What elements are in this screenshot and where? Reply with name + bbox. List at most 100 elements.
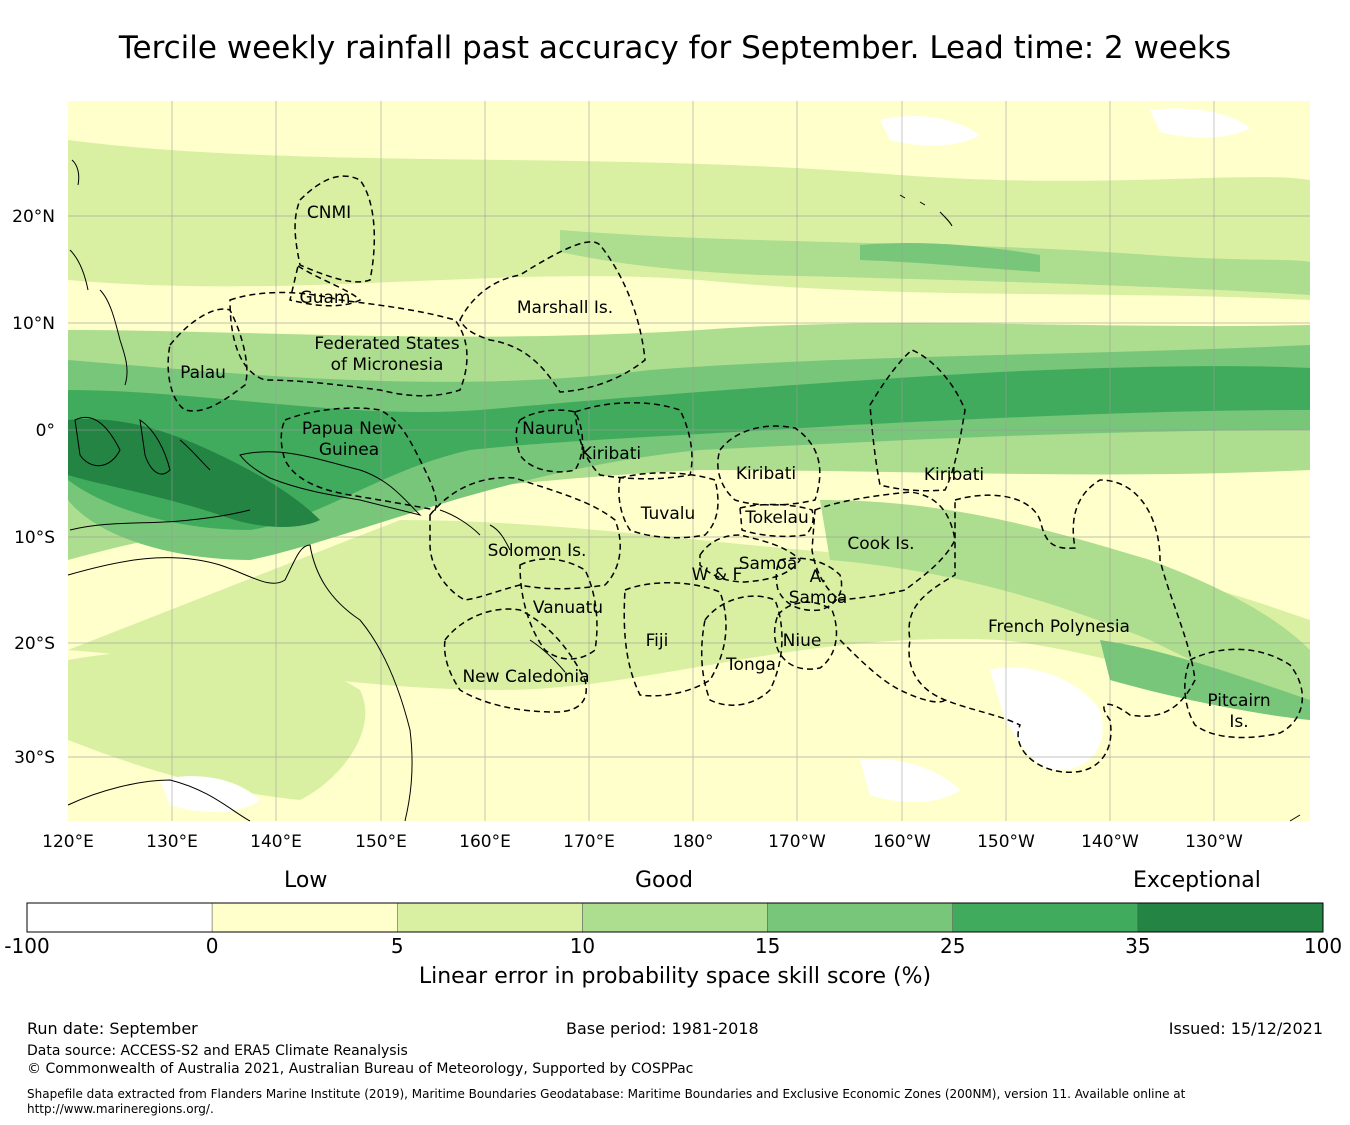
eez-fiji (623, 582, 727, 697)
skill-map: CNMI Guam Marshall Is. Federated States of M… (12, 101, 1310, 852)
region-label-line: Pitcairn (1207, 691, 1270, 711)
shapefile-credit-line2: http://www.marineregions.org/. (27, 1102, 214, 1116)
colorbar-bin (211, 902, 398, 933)
lon-tick-label: 140°E (250, 832, 302, 852)
shade-white-patch-2 (860, 759, 960, 802)
region-label-line: Nauru (522, 419, 574, 439)
shade-white-patch-5 (1150, 108, 1250, 138)
lon-tick-label: 170°E (563, 832, 615, 852)
eez-kiribati-phoenix (717, 425, 821, 506)
region-label: Federated States of Micronesia (314, 334, 459, 375)
eez-nauru (515, 409, 584, 473)
legend-exceptional: Exceptional (1133, 868, 1261, 893)
region-label-line: Guam (300, 288, 351, 308)
lat-tick-label: 10°S (14, 528, 55, 548)
skill-shading (68, 108, 1310, 812)
region-label-line: Papua New (302, 419, 396, 439)
region-label: Solomon Is. (488, 541, 587, 561)
region-label-line: Tokelau (744, 508, 809, 528)
colorbar-tick-label: 15 (755, 934, 780, 958)
region-label: Nauru (522, 419, 574, 439)
region-label: Guam (300, 288, 351, 308)
coast-borneo-sulawesi (74, 416, 211, 475)
region-label-line: Kiribati (924, 465, 984, 485)
region-label: Marshall Is. (517, 298, 613, 318)
region-label-line: CNMI (307, 203, 351, 223)
colorbar-bins (26, 902, 1324, 933)
lat-tick-label: 0° (36, 421, 55, 441)
colorbar-bin (582, 902, 768, 933)
run-date: Run date: September (27, 1019, 198, 1038)
graticule (68, 101, 1310, 821)
region-label-line: W & F (692, 565, 743, 585)
eez-cook (811, 491, 956, 601)
region-label: Samoa (739, 554, 798, 574)
eez-american-samoa (775, 557, 843, 612)
region-label-line: New Caledonia (462, 667, 589, 687)
region-label: W & F (692, 565, 743, 585)
base-period: Base period: 1981-2018 (566, 1019, 759, 1038)
lon-tick-label: 150°W (977, 832, 1035, 852)
region-label-line: Cook Is. (847, 534, 914, 554)
shade-sw-light (68, 650, 366, 800)
shade-white-patch-4 (880, 115, 980, 146)
region-label-line: Tonga (725, 655, 776, 675)
colorbar: -100 0 5 10 15 25 35 100 (4, 902, 1342, 958)
latitude-ticks: 20°N 10°N 0° 10°S 20°S 30°S (12, 207, 55, 768)
region-label: CNMI (307, 203, 351, 223)
colorbar-bin (767, 902, 953, 933)
region-label: Kiribati (736, 464, 796, 484)
region-label: Tuvalu (640, 504, 696, 524)
colorbar-label: Linear error in probability space skill … (418, 964, 932, 989)
lon-tick-label: 120°E (42, 832, 94, 852)
region-label-line: Samoa (739, 554, 798, 574)
colorbar-bin (397, 902, 583, 933)
chart-title: Tercile weekly rainfall past accuracy fo… (118, 30, 1232, 66)
colorbar-bin (26, 902, 213, 933)
eez-pitcairn (1184, 648, 1304, 739)
shade-white-patch-3 (160, 776, 260, 812)
coast-new-guinea (239, 451, 422, 516)
region-label-line: Vanuatu (533, 598, 603, 618)
eez-samoa-wf (699, 534, 801, 583)
eez-boundaries (167, 175, 1304, 773)
lat-tick-label: 20°N (12, 207, 55, 227)
lon-tick-label: 130°E (146, 832, 198, 852)
colorbar-tick-label: 5 (391, 934, 404, 958)
shade-itcz-max (68, 419, 320, 527)
region-label-line: of Micronesia (331, 355, 444, 375)
region-label-line: Solomon Is. (488, 541, 587, 561)
eez-solomon (429, 476, 621, 601)
region-label-line: Tuvalu (640, 504, 696, 524)
eez-south-link (839, 639, 946, 703)
lat-tick-label: 30°S (14, 748, 55, 768)
eez-vanuatu (519, 558, 598, 660)
lon-tick-label: 140°W (1081, 832, 1139, 852)
lon-tick-label: 150°E (355, 832, 407, 852)
eez-png (280, 407, 437, 511)
region-label-line: Fiji (646, 631, 669, 651)
colorbar-bin (1137, 902, 1324, 933)
lat-tick-label: 20°S (14, 634, 55, 654)
data-source: Data source: ACCESS-S2 and ERA5 Climate … (27, 1043, 408, 1059)
region-label: Fiji (646, 631, 669, 651)
eez-cnmi (294, 175, 376, 283)
region-label: A. Samoa (789, 567, 848, 608)
region-label-line: Federated States (314, 334, 459, 354)
issued-date: Issued: 15/12/2021 (1168, 1019, 1323, 1038)
legend-low: Low (284, 868, 328, 893)
eez-tonga (700, 595, 783, 706)
legend-good: Good (635, 868, 693, 893)
lat-tick-label: 10°N (12, 314, 55, 334)
eez-new-caledonia (443, 608, 587, 713)
eez-tuvalu (618, 472, 719, 539)
colorbar-tick-label: 25 (940, 934, 965, 958)
region-label: Kiribati (581, 444, 641, 464)
shade-south-mid (820, 500, 1310, 700)
coast-new-zealand-hint (1289, 814, 1301, 822)
colorbar-tick-label: 100 (1304, 934, 1342, 958)
region-label: Vanuatu (533, 598, 603, 618)
colorbar-frame (26, 902, 1324, 933)
region-label-line: Marshall Is. (517, 298, 613, 318)
lon-tick-label: 160°E (459, 832, 511, 852)
